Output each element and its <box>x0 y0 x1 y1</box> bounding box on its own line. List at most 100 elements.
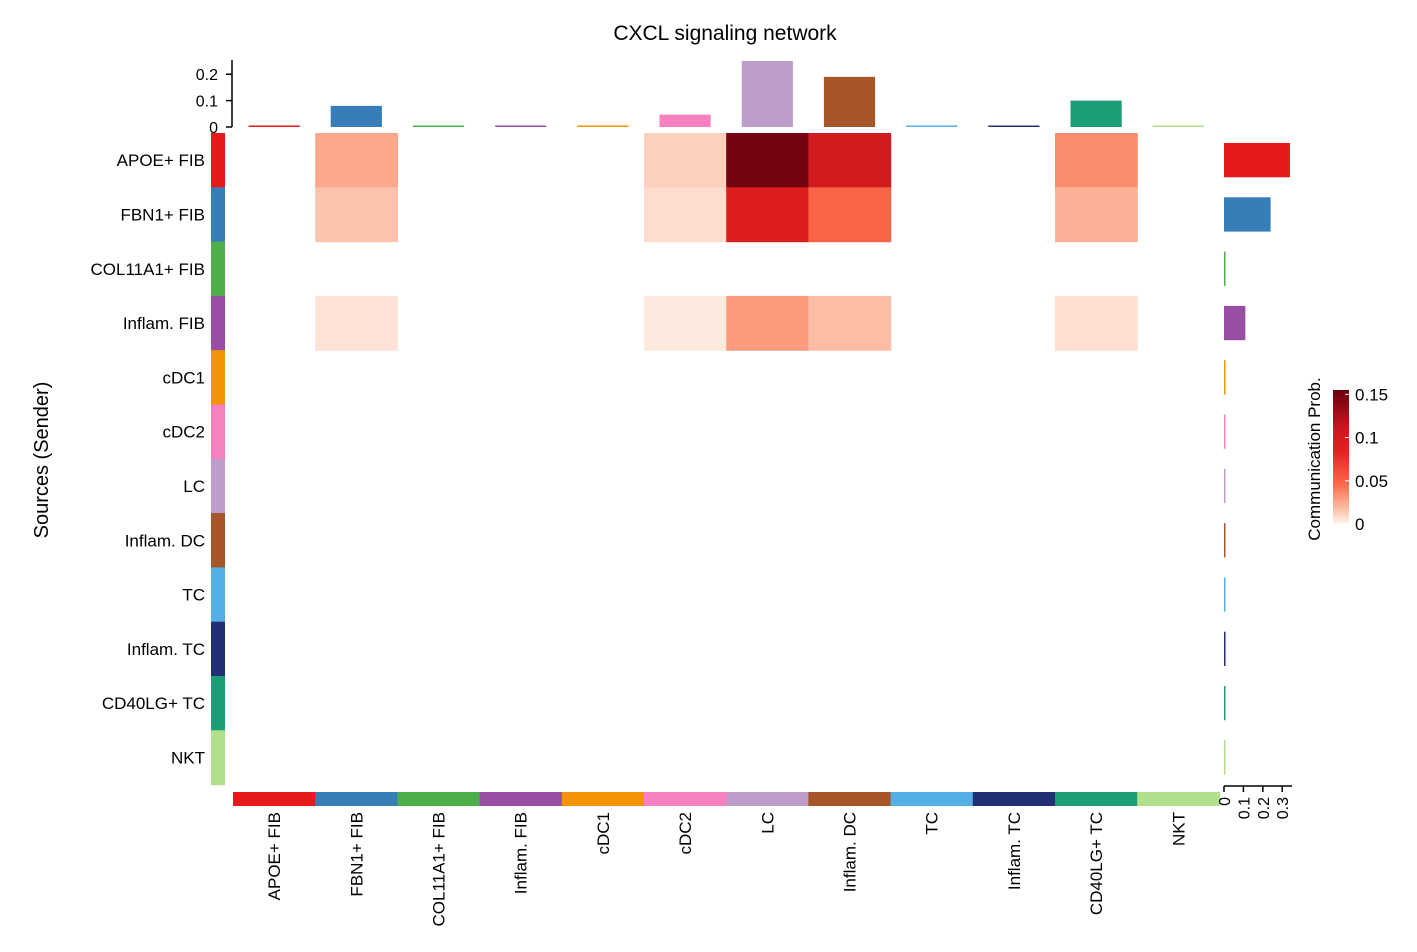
column-color-strip <box>726 792 809 806</box>
column-label: LC <box>758 812 777 834</box>
row-color-strip <box>211 730 225 786</box>
heatmap-cell <box>726 295 809 351</box>
right-bar <box>1224 251 1226 286</box>
right-bar <box>1224 197 1271 232</box>
row-label: Inflam. FIB <box>123 314 205 333</box>
heatmap-cell <box>644 295 727 351</box>
top-bar <box>741 61 793 127</box>
right-bar <box>1224 740 1226 775</box>
right-axis-tick-label: 0 <box>1217 797 1234 806</box>
colorbar-tick-label: 0.1 <box>1355 429 1379 448</box>
heatmap-cell <box>315 133 398 188</box>
column-label: FBN1+ FIB <box>347 812 366 897</box>
heatmap-cell <box>315 295 398 351</box>
heatmap-cell <box>1055 187 1138 243</box>
top-bar <box>659 114 711 127</box>
column-label: cDC1 <box>594 812 613 855</box>
top-bar-axis: 0 0.1 0.2 <box>196 60 233 137</box>
column-color-strip <box>315 792 398 806</box>
heatmap-cell <box>726 133 809 188</box>
top-bar <box>248 125 300 127</box>
heatmap-cell <box>808 295 892 351</box>
row-label: Inflam. TC <box>127 640 205 659</box>
row-label: Inflam. DC <box>125 531 205 550</box>
column-color-strip <box>397 792 481 806</box>
right-axis-tick-label: 0.1 <box>1236 797 1253 819</box>
top-bar <box>495 125 547 127</box>
right-bar <box>1224 631 1226 666</box>
column-label: cDC2 <box>676 812 695 855</box>
row-color-strip <box>211 133 225 188</box>
row-color-strip <box>211 621 225 677</box>
chart-title: CXCL signaling network <box>613 22 837 45</box>
row-color-strip <box>211 295 225 351</box>
row-color-strip <box>211 404 225 460</box>
column-label: NKT <box>1169 812 1188 846</box>
colorbar-tick-label: 0 <box>1355 515 1364 534</box>
column-color-strips <box>233 792 1220 806</box>
colorbar-label: Communication Prob. <box>1305 377 1324 540</box>
column-label: Inflam. FIB <box>512 812 531 894</box>
column-color-strip <box>890 792 974 806</box>
row-label: cDC1 <box>162 368 205 387</box>
row-label: cDC2 <box>162 423 205 442</box>
top-bar <box>412 125 465 127</box>
row-label: CD40LG+ TC <box>102 694 205 713</box>
colorbar-gradient <box>1333 390 1349 524</box>
column-color-strip <box>808 792 892 806</box>
top-bar-group <box>248 61 1204 127</box>
right-bar <box>1224 468 1226 504</box>
right-bar <box>1224 143 1290 178</box>
row-color-strip <box>211 350 225 406</box>
row-color-strip <box>211 676 225 731</box>
top-bar <box>1152 125 1204 127</box>
top-bar <box>906 125 958 127</box>
right-axis-tick-label: 0.3 <box>1275 797 1292 819</box>
column-label: Inflam. DC <box>841 812 860 892</box>
top-axis-tick-label: 0 <box>209 120 218 137</box>
column-color-strip <box>1137 792 1220 806</box>
right-bar <box>1224 360 1226 395</box>
top-bar <box>577 125 629 127</box>
right-bar-group <box>1224 143 1290 775</box>
right-axis-tick-label: 0.2 <box>1256 797 1273 819</box>
row-label: COL11A1+ FIB <box>91 260 206 279</box>
column-label: COL11A1+ FIB <box>430 812 449 927</box>
column-label: TC <box>923 812 942 835</box>
heatmap-cell <box>726 187 809 243</box>
row-label: FBN1+ FIB <box>120 205 205 224</box>
top-axis-tick-label: 0.1 <box>196 94 218 111</box>
heatmap-cell <box>1055 133 1138 188</box>
column-color-strip <box>233 792 316 806</box>
row-label: APOE+ FIB <box>117 151 205 170</box>
row-color-strips <box>211 133 225 786</box>
heatmap-cell <box>644 133 727 188</box>
heatmap-cell <box>644 187 727 243</box>
right-bar <box>1224 305 1246 341</box>
top-bar <box>330 105 382 127</box>
column-label: APOE+ FIB <box>265 812 284 900</box>
colorbar: Communication Prob. 0 0.05 0.1 0.15 <box>1305 377 1388 540</box>
top-bar <box>988 125 1040 127</box>
row-color-strip <box>211 187 225 243</box>
colorbar-tick-label: 0.15 <box>1355 385 1388 404</box>
heatmap-cell <box>315 187 398 243</box>
column-labels: APOE+ FIB FBN1+ FIB COL11A1+ FIB Inflam. FI… <box>265 812 1188 927</box>
column-color-strip <box>479 792 563 806</box>
top-bar <box>823 76 876 127</box>
row-label: LC <box>183 477 205 496</box>
column-color-strip <box>644 792 727 806</box>
column-label: Inflam. TC <box>1005 812 1024 890</box>
y-axis-label: Sources (Sender) <box>31 382 53 539</box>
row-color-strip <box>211 567 225 623</box>
row-color-strip <box>211 458 225 514</box>
column-label: CD40LG+ TC <box>1087 812 1106 915</box>
row-label: NKT <box>171 748 205 767</box>
column-color-strip <box>1055 792 1138 806</box>
column-color-strip <box>561 792 645 806</box>
top-bar <box>1070 100 1122 127</box>
row-color-strip <box>211 513 225 568</box>
top-axis-tick-label: 0.2 <box>196 67 218 84</box>
heatmap-cells <box>315 133 1138 351</box>
